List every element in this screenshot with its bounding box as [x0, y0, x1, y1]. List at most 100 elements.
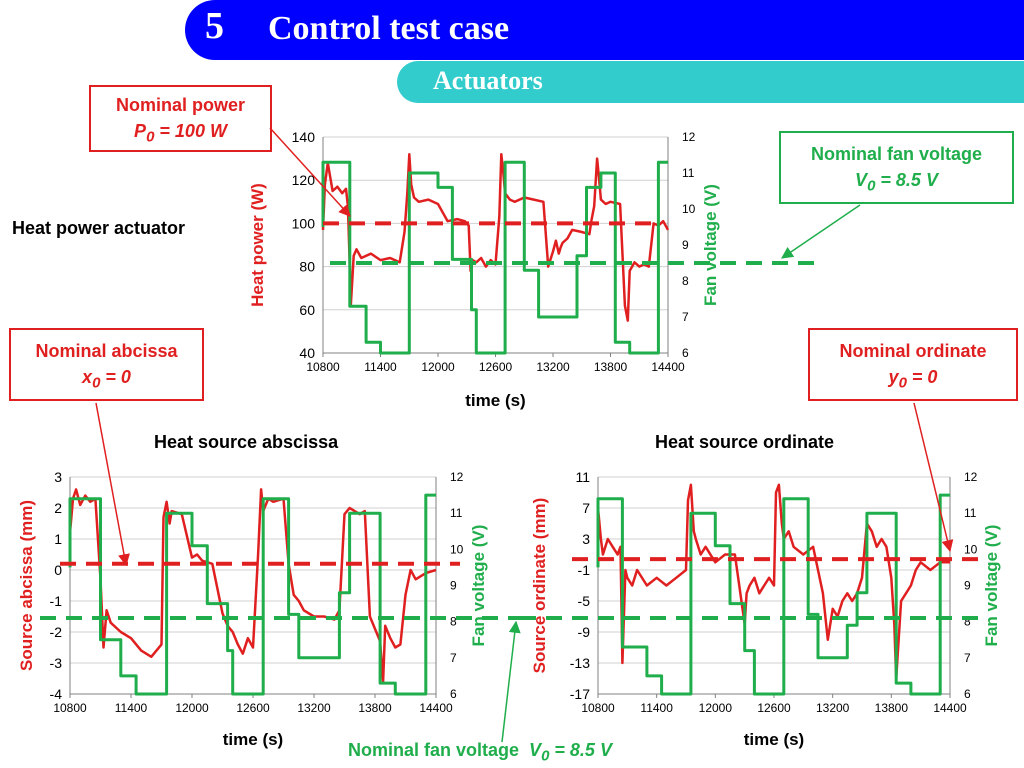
- nominal-ordinate-var: y: [888, 367, 899, 387]
- x-tick-label: 14400: [419, 701, 453, 715]
- nominal-fan-voltage-value: = 8.5 V: [875, 170, 938, 190]
- heat-power-actuator-label: Heat power actuator: [12, 218, 186, 238]
- y-tick-label: 140: [292, 129, 316, 145]
- y2-axis-label: Fan voltage (V): [469, 525, 488, 647]
- fan-voltage-series-line: [68, 493, 436, 696]
- y-tick-label: -1: [50, 593, 63, 609]
- y-axis-label: Source ordinate (mm): [530, 498, 549, 674]
- x-tick-label: 12000: [699, 701, 733, 715]
- y2-tick-label: 11: [450, 506, 463, 520]
- nominal-fan-voltage-var: V: [855, 170, 868, 190]
- nominal-fan-voltage-bottom-arrow: [501, 620, 521, 743]
- x-tick-label: 13200: [816, 701, 850, 715]
- heat-source-abscissa-label: Heat source abscissa: [154, 432, 339, 452]
- nominal-fan-voltage-bottom-title: Nominal fan voltage: [348, 740, 520, 760]
- y-tick-label: 2: [54, 500, 62, 516]
- y-tick-label: 3: [582, 531, 590, 547]
- y2-tick-label: 12: [964, 470, 978, 484]
- nominal-power-sub: 0: [146, 128, 155, 146]
- nominal-power-arrow: [269, 127, 351, 217]
- x-tick-label: 13200: [297, 701, 331, 715]
- y-axis-label: Source abcissa (mm): [17, 500, 36, 671]
- measured-series-line: [321, 153, 670, 322]
- nominal-fan-voltage-callout: Nominal fan voltage V0 = 8.5 V: [779, 131, 1014, 204]
- x-tick-label: 11400: [364, 360, 397, 374]
- y2-tick-label: 11: [964, 506, 977, 520]
- nominal-abscissa-arrow: [95, 402, 130, 567]
- x-tick-label: 12600: [757, 701, 791, 715]
- y2-tick-label: 6: [964, 687, 971, 701]
- nominal-fan-voltage-bottom-label: Nominal fan voltage V0 = 8.5 V: [348, 740, 612, 765]
- y-tick-label: 40: [299, 345, 315, 361]
- nominal-abscissa-sub: 0: [92, 374, 101, 392]
- nominal-fan-voltage-bottom-value: = 8.5 V: [549, 740, 612, 760]
- nominal-abscissa-callout: Nominal abcissa x0 = 0: [9, 328, 204, 401]
- nominal-abscissa-value: = 0: [100, 367, 131, 387]
- y2-axis-label: Fan voltage (V): [982, 525, 1001, 647]
- section-number: 5: [205, 5, 224, 47]
- y-axis-label: Heat power (W): [248, 183, 267, 307]
- nominal-ordinate-sub: 0: [898, 374, 907, 392]
- y-tick-label: 1: [54, 531, 62, 547]
- nominal-fan-voltage-bottom-var: V: [529, 740, 542, 760]
- nominal-power-value: = 100 W: [154, 121, 227, 141]
- y2-tick-label: 7: [450, 651, 457, 665]
- y2-tick-label: 10: [682, 202, 696, 216]
- x-axis-label: time (s): [744, 730, 804, 749]
- x-tick-label: 13800: [358, 701, 392, 715]
- y2-tick-label: 9: [682, 238, 689, 252]
- y-tick-label: 100: [292, 215, 316, 231]
- y-tick-label: 120: [292, 172, 316, 188]
- y-tick-label: 80: [299, 259, 315, 275]
- y2-tick-label: 12: [450, 470, 464, 484]
- y2-tick-label: 9: [450, 579, 457, 593]
- x-tick-label: 11400: [640, 701, 673, 715]
- x-tick-label: 11400: [115, 701, 148, 715]
- heat-source-ordinate-label: Heat source ordinate: [655, 432, 835, 452]
- y-tick-label: 3: [54, 469, 62, 485]
- y-tick-label: 60: [299, 302, 315, 318]
- x-tick-label: 13800: [594, 360, 628, 374]
- x-axis-label: time (s): [223, 730, 283, 749]
- nominal-abscissa-var: x: [82, 367, 93, 387]
- fan-voltage-series-line: [596, 493, 950, 696]
- y-tick-label: 11: [575, 469, 590, 485]
- x-tick-label: 12600: [479, 360, 513, 374]
- x-tick-label: 14400: [933, 701, 967, 715]
- nominal-abscissa-title: Nominal abcissa: [35, 341, 178, 361]
- fan-voltage-series-line: [321, 160, 668, 355]
- y2-tick-label: 8: [450, 615, 457, 629]
- x-tick-label: 12000: [175, 701, 209, 715]
- x-tick-label: 10800: [581, 701, 615, 715]
- y-tick-label: -9: [578, 624, 591, 640]
- nominal-ordinate-callout: Nominal ordinate y0 = 0: [808, 328, 1018, 401]
- nominal-fan-voltage-title: Nominal fan voltage: [810, 144, 983, 164]
- y-tick-label: -4: [50, 686, 63, 702]
- x-tick-label: 12000: [421, 360, 455, 374]
- y2-tick-label: 9: [964, 579, 971, 593]
- y2-tick-label: 10: [450, 542, 464, 556]
- y2-tick-label: 10: [964, 542, 978, 556]
- y2-tick-label: 12: [682, 130, 696, 144]
- y-tick-label: 7: [582, 500, 590, 516]
- y-tick-label: -2: [50, 624, 63, 640]
- measured-series-line: [596, 483, 950, 680]
- y-tick-label: -5: [578, 593, 591, 609]
- measured-series-line: [68, 488, 437, 683]
- y-tick-label: 0: [54, 562, 62, 578]
- x-tick-label: 10800: [53, 701, 87, 715]
- nominal-ordinate-arrow: [913, 402, 954, 553]
- y-tick-label: -1: [578, 562, 591, 578]
- chart-1: 40 60 80 100 120 140 6 7 8 9 10 11 12 10800 11400 12000…: [248, 129, 815, 410]
- nominal-ordinate-value: = 0: [906, 367, 938, 387]
- x-tick-label: 13800: [875, 701, 909, 715]
- y2-tick-label: 7: [682, 310, 689, 324]
- x-tick-label: 10800: [306, 360, 340, 374]
- y-tick-label: -17: [570, 686, 590, 702]
- y2-tick-label: 8: [682, 274, 689, 288]
- x-tick-label: 12600: [236, 701, 270, 715]
- y2-tick-label: 8: [964, 615, 971, 629]
- y-tick-label: -3: [50, 655, 63, 671]
